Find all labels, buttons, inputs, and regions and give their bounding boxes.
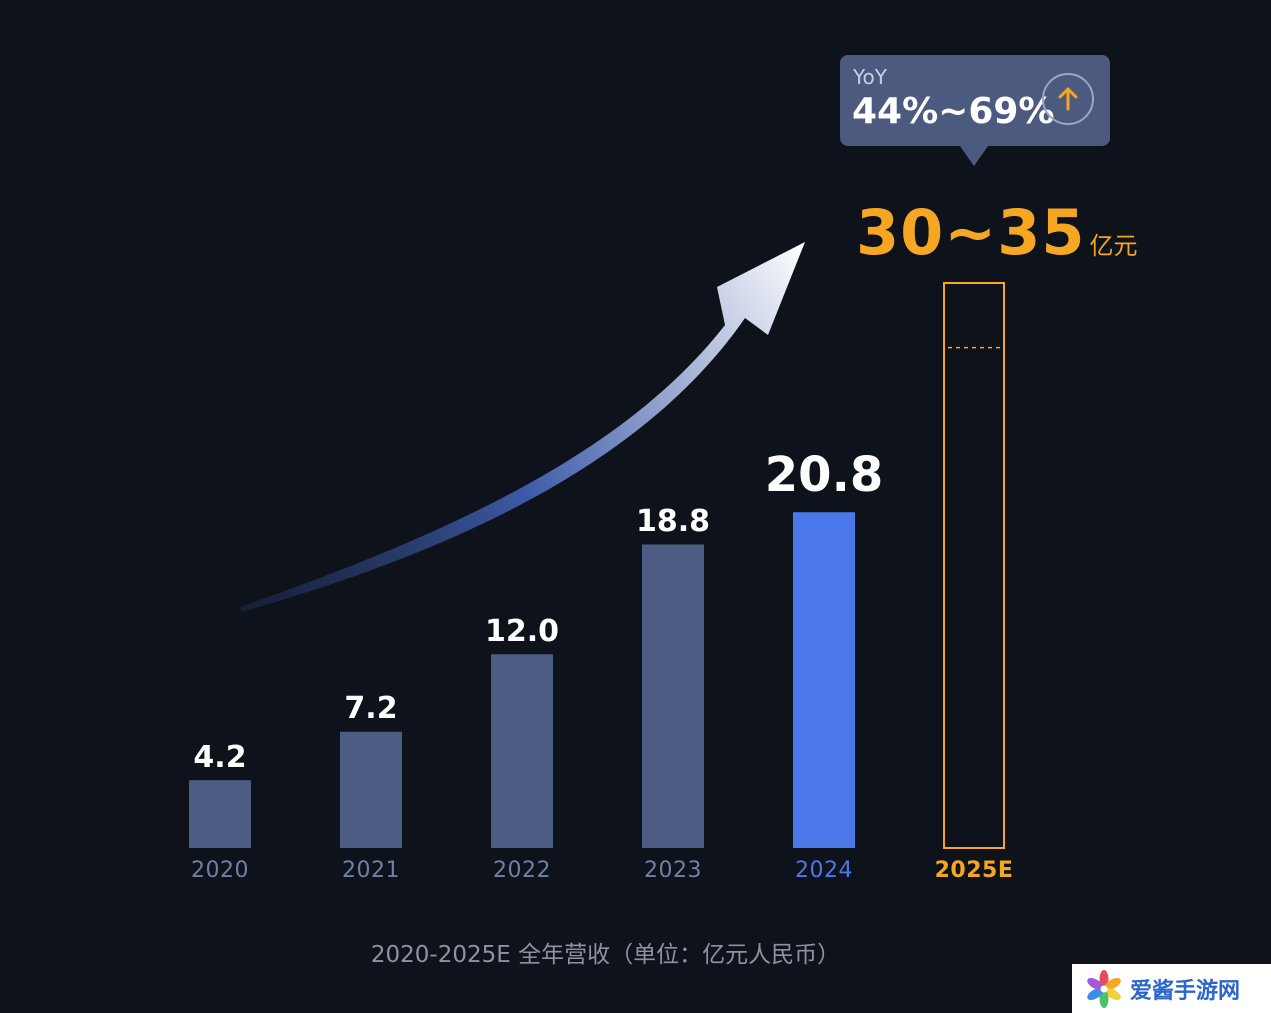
value-label-2023: 18.8 [635, 504, 711, 539]
arrow-up-icon [1042, 73, 1094, 125]
bars-layer [189, 282, 1005, 849]
forecast-label: 30~35 亿元 [856, 196, 1138, 269]
year-label-2025E: 2025E [934, 858, 1014, 883]
yoy-title: YoY [853, 65, 888, 89]
value-label-2024: 20.8 [764, 447, 884, 504]
forecast-value: 30~35 [856, 196, 1086, 269]
bar-2023 [642, 544, 704, 848]
watermark-text: 爱酱手游网 [1130, 978, 1241, 1004]
yoy-callout: YoY 44%~69% [840, 55, 1110, 166]
year-label-2021: 2021 [342, 858, 400, 883]
bar-2020 [189, 780, 251, 848]
bar-forecast-range [943, 282, 1005, 849]
year-label-2020: 2020 [191, 858, 249, 883]
year-label-2022: 2022 [493, 858, 551, 883]
yoy-value: 44%~69% [852, 91, 1055, 132]
bar-2024 [793, 512, 855, 848]
chart-caption: 2020-2025E 全年营收（单位：亿元人民币） [370, 942, 841, 968]
year-label-2024: 2024 [795, 858, 853, 883]
value-label-2020: 4.2 [193, 739, 247, 775]
bar-2021 [340, 731, 402, 848]
value-label-2022: 12.0 [484, 613, 560, 649]
forecast-unit: 亿元 [1089, 232, 1138, 260]
growth-arrow [240, 242, 805, 612]
flower-logo-icon [1087, 969, 1121, 1008]
watermark: 爱酱手游网 [1072, 964, 1271, 1013]
bar-2022 [491, 654, 553, 848]
year-label-2023: 2023 [644, 858, 702, 883]
value-label-2021: 7.2 [344, 691, 398, 727]
